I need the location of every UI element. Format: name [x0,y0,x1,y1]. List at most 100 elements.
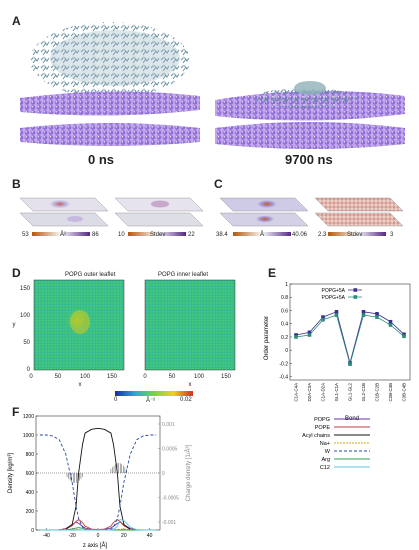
f-series-line-2 [39,427,157,531]
e-point [388,323,393,327]
e-ytick-label: 0.6 [281,308,288,314]
d-xtick-100: 100 [80,374,91,380]
d-ytick-150: 150 [20,286,31,292]
e-point [361,313,366,317]
d-xtick-50: 50 [55,374,62,380]
e-category-label: GL1-GL2 [348,382,353,401]
f-legend-label: W [325,449,331,455]
d-ytick-50: 50 [23,340,30,346]
f-legend-label: C12 [320,465,330,471]
f-rtick-label: -0.001 [162,520,176,526]
e-point [321,315,325,319]
e-ylabel: Order parameter [264,316,270,360]
e-point [388,319,393,324]
colorbar-c2 [328,232,386,236]
e-legend-label: POPG+5A [322,295,346,301]
panel-d-colorbar [115,391,193,396]
f-rtick-label: -0.0005 [162,496,179,502]
d2-xlabel: x [189,382,192,388]
cbar-c1-min: 38.4 [216,232,228,238]
f-legend-label: POPG [314,417,330,423]
e-series-line-0 [295,311,405,365]
area-map-layers [19,197,109,227]
d-xtick-0: 0 [29,374,33,380]
f-xtick-label: 20 [121,533,127,539]
e-ytick-label: 0.2 [281,335,288,341]
cbar-c1-unit: Å [260,232,265,238]
f-xtick-label: 40 [147,533,153,539]
panel-e-letter: E [268,266,277,280]
e-point [402,332,406,337]
panel-a-snapshots [20,22,405,149]
cbar-b2-max: 22 [188,232,195,238]
peptide-cloud-left [30,22,190,98]
e-ytick-label: -0.4 [279,375,288,381]
e-marks [294,310,406,366]
f-ytick-label: 1000 [23,433,34,439]
e-point [321,317,325,322]
f-rtick-label: 0 [162,471,165,477]
d-ytick-0: 0 [27,367,31,373]
panel-c-letter: C [214,177,223,191]
f-ylabel-right: Charge density [1/Å³] [185,444,192,501]
f-xtick-label: 0 [97,533,100,539]
e-point [307,333,312,337]
membrane-right-bottom [215,122,405,149]
membrane-left-top [20,91,200,116]
panel-b-maps [19,197,204,236]
colorbar-c1 [233,232,291,236]
e-point [375,315,379,319]
e-ytick-label: 0 [285,348,288,354]
e-series-line-1 [295,314,405,366]
f-ytick-label: 800 [26,452,35,458]
f-legend-label: POPE [315,425,331,431]
cbar-d-max: 0.02 [180,397,192,403]
cbar-b2-min: 10 [118,232,125,238]
cbar-b2-unit: Stdev [150,232,166,238]
e-point [294,335,298,339]
f-xtick-label: -40 [43,533,50,539]
f-series-line-4 [39,434,157,531]
heatmap-inner [144,279,236,371]
e-point [334,310,339,314]
colorbar-b1 [32,232,90,236]
d2-xtick-50: 50 [169,374,176,380]
e-point [294,333,298,337]
cbar-d-unit: Å⁻² [146,398,156,404]
panel-a-letter: A [12,14,21,28]
e-ytick-label: 0.8 [281,295,288,301]
cbar-d-min: 0 [114,397,118,403]
d2-xtick-100: 100 [194,374,205,380]
e-category-label: GL2-C1B [361,383,366,401]
d2-xtick-150: 150 [221,374,232,380]
f-charge-density [36,463,160,483]
f-rtick-label: 0.0005 [162,447,178,453]
panel-d-letter: D [12,266,21,280]
stdev-map-layers [114,197,204,227]
d-xlabel: x [79,382,82,388]
f-legend-label: Na+ [320,441,330,447]
e-category-label: C2B-C3B [388,383,393,402]
panel-f-chart: -40 -20 0 20 40020040060080010001200-0.001-0… [8,414,192,549]
cbar-c2-unit: Stdev [347,232,363,238]
time-label-right: 9700 ns [285,152,333,167]
e-category-label: C1B-C2B [375,383,380,402]
f-xlabel: z axis [Å] [83,542,108,549]
e-category-label: C1A-D2A [321,383,326,402]
e-legend-marker [353,288,358,292]
e-plot-frame [289,283,411,381]
e-ytick-label: 0.4 [281,322,288,328]
time-label-left: 0 ns [88,152,115,167]
e-category-label: D2A-C3A [307,383,312,402]
e-category-label: C3B-C4B [402,383,407,402]
e-point [307,330,312,335]
e-point [361,310,366,314]
f-ytick-label: 1200 [23,414,34,420]
e-point [375,311,379,316]
e-category-label: GL1-C1A [334,383,339,401]
f-marks [39,427,157,531]
f-ytick-label: 400 [26,490,35,496]
thickness-stdev-layers [314,197,404,227]
e-point [402,334,406,339]
